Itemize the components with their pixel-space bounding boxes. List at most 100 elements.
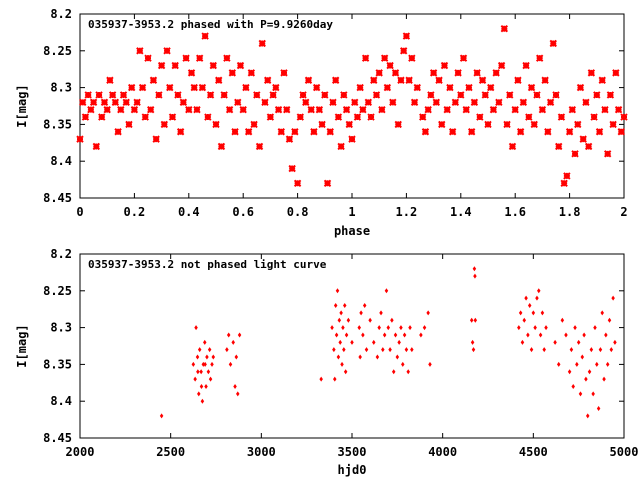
data-point (514, 76, 522, 84)
data-point (269, 91, 277, 99)
data-point (533, 325, 537, 331)
data-point (364, 347, 369, 353)
data-point (589, 347, 594, 353)
data-point (533, 91, 541, 99)
data-point (478, 76, 487, 84)
data-point (391, 369, 396, 375)
data-point (166, 83, 174, 92)
data-point (576, 339, 581, 345)
data-point (343, 369, 348, 375)
y-tick-label: 8.45 (43, 431, 72, 445)
data-point (406, 369, 410, 375)
data-point (280, 69, 288, 77)
y-axis-label: I[mag] (15, 84, 29, 127)
data-point (598, 347, 603, 353)
y-tick-label: 8.3 (50, 81, 72, 95)
data-point (283, 105, 291, 114)
data-point (435, 76, 443, 84)
data-point (522, 317, 527, 323)
data-point (560, 317, 565, 323)
data-point (578, 391, 583, 397)
data-point (98, 113, 106, 121)
data-point (344, 332, 349, 338)
data-point (231, 128, 239, 136)
data-point (228, 361, 233, 367)
data-point (182, 54, 190, 62)
data-point (201, 32, 209, 40)
data-point (443, 105, 451, 114)
data-point (552, 91, 560, 99)
data-point (296, 113, 305, 121)
data-point (307, 105, 315, 114)
data-point (527, 303, 532, 309)
data-point (473, 317, 478, 323)
data-point (358, 354, 362, 360)
data-point (89, 98, 98, 107)
data-point (519, 98, 528, 107)
data-point (312, 83, 321, 92)
data-point (375, 354, 380, 360)
data-point (459, 54, 468, 62)
data-point (359, 105, 367, 114)
data-point (103, 105, 111, 114)
data-point (236, 61, 245, 70)
data-point (342, 105, 351, 114)
data-point (448, 128, 457, 136)
data-point (141, 113, 149, 121)
data-point (472, 266, 477, 272)
data-point (122, 98, 130, 107)
data-point (384, 288, 389, 294)
data-point (258, 39, 266, 48)
data-point (357, 325, 362, 331)
data-point (207, 347, 212, 353)
data-point (335, 288, 340, 294)
data-point (535, 295, 539, 301)
data-point (211, 354, 216, 360)
data-point (584, 142, 593, 151)
data-point (310, 128, 318, 136)
data-point (557, 113, 566, 121)
data-point (198, 83, 207, 92)
data-point (225, 105, 234, 114)
data-point (593, 91, 601, 99)
data-point (419, 332, 423, 338)
data-point (591, 391, 595, 397)
data-point (511, 105, 519, 114)
data-point (462, 105, 470, 114)
data-point (408, 54, 416, 62)
x-tick-label: 3000 (247, 445, 276, 459)
data-point (426, 310, 430, 316)
data-point (361, 54, 370, 62)
data-point (560, 179, 568, 187)
data-point (419, 113, 427, 121)
data-point (199, 383, 204, 389)
data-point (563, 172, 571, 180)
data-point (469, 317, 474, 323)
data-point (237, 332, 242, 338)
data-point (531, 310, 536, 316)
data-point (326, 128, 334, 136)
x-axis-label: hjd0 (338, 463, 367, 477)
data-point (293, 179, 302, 187)
data-point (331, 76, 340, 84)
y-tick-label: 8.45 (43, 191, 72, 205)
data-point (356, 83, 364, 92)
data-point (195, 354, 200, 360)
data-point (321, 91, 329, 99)
x-tick-label: 2000 (66, 445, 95, 459)
data-point (255, 142, 264, 151)
data-point (200, 398, 205, 404)
data-point (609, 120, 617, 129)
x-axis-label: phase (334, 224, 370, 238)
x-tick-label: 1 (348, 205, 355, 219)
data-point (603, 150, 612, 158)
data-point (149, 76, 158, 84)
data-point (152, 135, 160, 143)
data-point (399, 47, 408, 55)
data-point (484, 120, 492, 129)
data-point (208, 376, 213, 382)
data-point (176, 128, 185, 136)
data-point (106, 76, 114, 84)
data-point (114, 128, 122, 136)
data-point (233, 383, 237, 389)
